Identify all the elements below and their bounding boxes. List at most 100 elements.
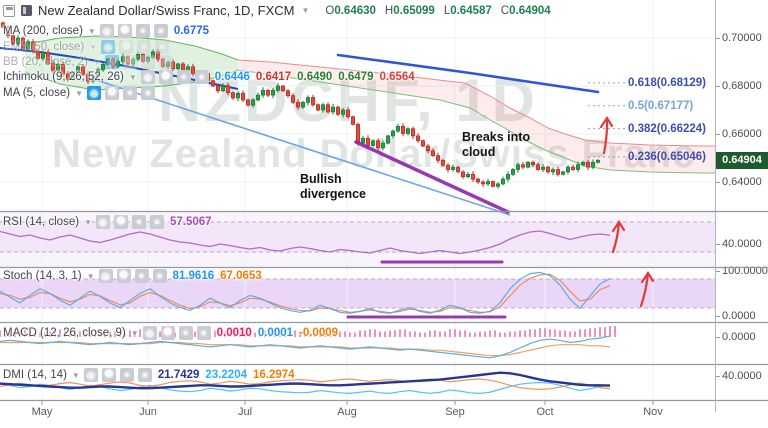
close-icon[interactable]: × [196, 326, 211, 340]
indicator-label-ma200[interactable]: MA (200, close) [3, 25, 83, 37]
panel-axis-label-rsi: 40.0000 [722, 238, 762, 250]
low-key: L [443, 4, 451, 17]
fib-level-label[interactable]: 0.618(0.68129) [628, 76, 707, 89]
gear-icon[interactable]: ⚙ [160, 326, 175, 340]
chevron-down-icon[interactable]: ▼ [84, 217, 92, 227]
plus-icon[interactable]: + [119, 368, 134, 382]
close-key: C [500, 4, 510, 17]
symbol-title[interactable]: New Zealand Dollar/Swiss Franc, 1D, FXCM [38, 3, 295, 18]
indicator-value: 23.2204 [205, 369, 247, 381]
indicator-value: 0.0001 [257, 327, 294, 339]
plus-icon[interactable]: + [137, 40, 152, 54]
fib-level-label[interactable]: 0.382(0.66224) [628, 122, 707, 135]
indicator-value: 81.9616 [172, 270, 215, 282]
price-axis-label: 0.64000 [722, 176, 762, 188]
chevron-down-icon[interactable]: ▼ [86, 271, 95, 281]
high-key: H [384, 4, 394, 17]
eye-icon[interactable]: ◎ [95, 215, 110, 229]
chevron-down-icon[interactable]: ▼ [301, 6, 310, 15]
eye-icon[interactable]: ◎ [87, 86, 102, 100]
eye-icon[interactable]: ◎ [142, 326, 157, 340]
fib-level-label[interactable]: 0.236(0.65046) [628, 150, 707, 163]
plus-icon[interactable]: + [135, 24, 150, 38]
gear-icon[interactable]: ⚙ [101, 368, 116, 382]
plus-icon[interactable]: + [176, 70, 191, 84]
series-style-icon[interactable] [21, 5, 32, 16]
time-axis-label-oct: Oct [536, 406, 554, 418]
panel-axis-tick [715, 244, 720, 245]
plus-icon[interactable]: + [123, 86, 138, 100]
time-axis[interactable] [0, 401, 768, 428]
chart-header: New Zealand Dollar/Swiss Franc, 1D, FXCM… [3, 3, 551, 18]
annotation-breaks-into-cloud[interactable]: Breaks into cloud [462, 130, 531, 159]
chevron-down-icon[interactable]: ▼ [71, 370, 80, 380]
eye-icon[interactable]: ◎ [98, 269, 113, 283]
time-axis-label-jun: Jun [139, 406, 157, 418]
panel-axis-label-dmi: 40.0000 [722, 370, 762, 382]
plus-icon[interactable]: + [134, 269, 149, 283]
eye-icon[interactable]: ◎ [83, 368, 98, 382]
close-icon[interactable]: × [152, 269, 167, 283]
gear-icon[interactable]: ⚙ [158, 70, 173, 84]
indicator-value: 0.6417 [255, 71, 292, 83]
eye-icon[interactable]: ◎ [140, 70, 155, 84]
chevron-down-icon[interactable]: ▼ [75, 88, 84, 98]
gear-icon[interactable]: ⚙ [119, 40, 134, 54]
plus-icon[interactable]: + [131, 215, 146, 229]
plus-icon[interactable]: + [178, 326, 193, 340]
indicator-row-ma200: MA (200, close) ▼ ◎ ⚙ + × 0.6775 [3, 24, 209, 38]
close-icon[interactable]: × [137, 368, 152, 382]
indicator-label-rsi[interactable]: RSI (14, close) [3, 216, 80, 228]
time-axis-label-nov: Nov [643, 406, 663, 418]
indicator-value: 0.6775 [173, 25, 210, 37]
close-icon[interactable]: × [149, 215, 164, 229]
indicator-label-ema50[interactable]: EMA (50, close) [3, 41, 85, 53]
price-axis-tick [715, 86, 720, 87]
low-value: 0.64587 [450, 4, 492, 17]
chevron-down-icon[interactable]: ▼ [87, 26, 96, 36]
indicator-label-macd[interactable]: MACD (12, 26, close, 9) [3, 327, 126, 339]
window-layout-icon[interactable] [3, 4, 15, 17]
eye-icon[interactable]: ◎ [104, 55, 119, 69]
indicator-label-ma5[interactable]: MA (5, close) [3, 87, 71, 99]
chevron-down-icon[interactable]: ▼ [130, 328, 139, 338]
chevron-down-icon[interactable]: ▼ [93, 57, 101, 67]
price-axis-tick [715, 38, 720, 39]
indicator-label-bb20[interactable]: BB (20, close, 2) [3, 56, 89, 68]
close-icon[interactable]: × [153, 24, 168, 38]
gear-icon[interactable]: ⚙ [117, 24, 132, 38]
price-axis-label: 0.66000 [722, 128, 762, 140]
close-icon[interactable]: × [155, 40, 170, 54]
indicator-label-stoch[interactable]: Stoch (14, 3, 1) [3, 270, 82, 282]
chevron-down-icon[interactable]: ▼ [128, 72, 137, 82]
indicator-row-ma5: MA (5, close) ▼ ◎ ⚙ + × [3, 86, 156, 100]
gear-icon[interactable]: ⚙ [122, 55, 137, 69]
gear-icon[interactable]: ⚙ [116, 269, 131, 283]
eye-icon[interactable]: ◎ [99, 24, 114, 38]
indicator-value: 0.6490 [297, 71, 333, 83]
plus-icon[interactable]: + [140, 55, 155, 69]
eye-icon[interactable]: ◎ [101, 40, 116, 54]
price-axis[interactable] [716, 0, 768, 400]
close-icon[interactable]: × [141, 86, 156, 100]
ohlc-readout: O0.64630 H0.65099 L0.64587 C0.64904 [325, 5, 550, 17]
gear-icon[interactable]: ⚙ [113, 215, 128, 229]
price-axis-label: 0.70000 [722, 32, 762, 44]
high-value: 0.65099 [393, 4, 435, 17]
price-axis-tick [715, 182, 720, 183]
time-axis-label-aug: Aug [337, 406, 357, 418]
time-axis-label-may: May [31, 406, 53, 418]
last-price-tag: 0.64904 [716, 152, 768, 170]
chevron-down-icon[interactable]: ▼ [89, 42, 98, 52]
price-axis-label: 0.68000 [722, 80, 762, 92]
fib-level-label[interactable]: 0.5(0.67177) [628, 99, 694, 112]
close-icon[interactable]: × [158, 55, 173, 69]
gear-icon[interactable]: ⚙ [105, 86, 120, 100]
indicator-label-dmi[interactable]: DMI (14, 14) [3, 369, 67, 381]
close-icon[interactable]: × [194, 70, 209, 84]
indicator-row-bb20: BB (20, close, 2) ▼ ◎ ⚙ + × [3, 55, 173, 69]
annotation-bullish-divergence[interactable]: Bullish divergence [300, 172, 367, 201]
indicator-label-ichimoku[interactable]: Ichimoku (9, 26, 52, 26) [3, 71, 124, 83]
